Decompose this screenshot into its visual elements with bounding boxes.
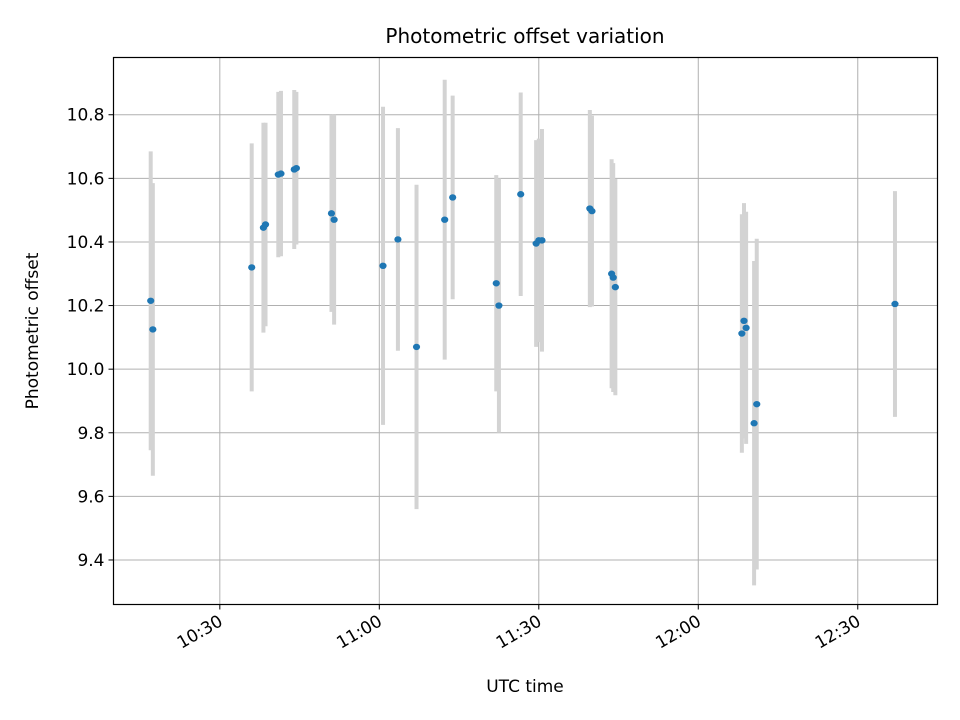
data-point	[753, 400, 761, 408]
data-point	[379, 262, 387, 270]
y-axis-label: Photometric offset	[23, 252, 43, 409]
data-point	[441, 216, 449, 223]
data-point	[412, 343, 421, 351]
data-point	[492, 280, 500, 287]
data-point	[330, 216, 338, 223]
data-point	[588, 207, 596, 215]
y-axis-ticks: 9.4 9.6 9.8 10.0 10.2 10.4 10.6 10.8	[67, 106, 114, 571]
data-point	[738, 330, 746, 337]
data-point	[292, 164, 300, 172]
data-point	[261, 221, 270, 228]
chart-title: Photometric offset variation	[385, 24, 664, 48]
data-point	[750, 420, 758, 427]
y-tick-label: 10.6	[67, 169, 105, 189]
data-point	[891, 300, 899, 308]
data-point	[147, 297, 155, 304]
data-point	[327, 210, 336, 217]
x-axis-label: UTC time	[486, 677, 564, 697]
data-point	[517, 191, 525, 198]
data-point	[394, 236, 402, 243]
data-point	[611, 283, 619, 291]
data-point	[495, 302, 503, 309]
data-point	[277, 170, 285, 177]
data-point	[742, 324, 750, 332]
data-point	[248, 264, 256, 271]
y-tick-label: 9.4	[77, 551, 104, 571]
y-tick-label: 10.0	[67, 360, 105, 380]
y-tick-label: 10.2	[67, 297, 105, 317]
y-tick-label: 10.4	[67, 233, 105, 253]
data-point	[449, 194, 457, 201]
data-point	[149, 326, 157, 333]
data-points	[147, 164, 899, 427]
data-point	[609, 274, 617, 281]
data-point	[538, 237, 546, 244]
y-tick-label: 10.8	[67, 106, 105, 126]
data-point	[740, 317, 748, 325]
plot-frame	[112, 56, 939, 606]
y-tick-label: 9.8	[77, 424, 104, 444]
y-tick-label: 9.6	[77, 487, 104, 507]
